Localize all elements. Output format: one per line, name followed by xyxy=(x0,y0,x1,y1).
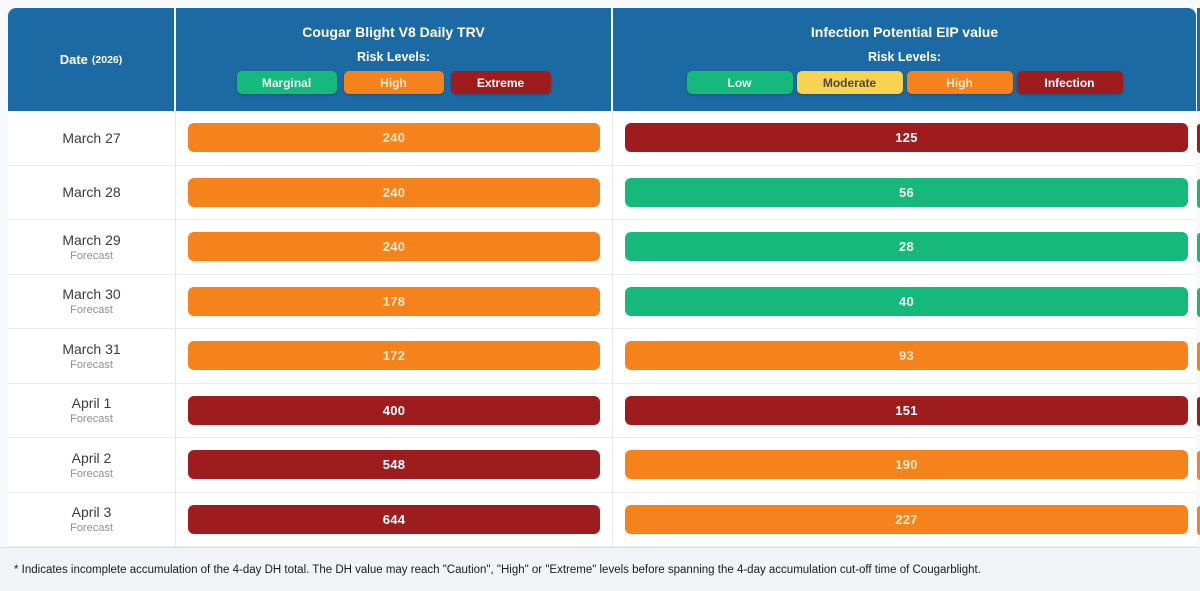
legend-chip-marginal: Marginal xyxy=(236,71,337,94)
eip-bar: 190 xyxy=(625,450,1188,480)
row-date: March 28 xyxy=(62,184,121,201)
table-row: March 30 Forecast 178 40 xyxy=(8,274,1196,329)
row-date: April 1 xyxy=(71,395,112,412)
trv-cell: 172 xyxy=(176,329,613,383)
trv-cell: 548 xyxy=(176,438,613,492)
table-row: April 2 Forecast 548 190 xyxy=(8,438,1196,493)
row-forecast-label: Forecast xyxy=(70,304,113,317)
eip-cell: 190 xyxy=(613,438,1196,492)
eip-bar: 56 xyxy=(625,177,1188,207)
legend-chip-moderate: Moderate xyxy=(796,71,903,94)
eip-cell: 227 xyxy=(613,493,1196,547)
cutoff-bar-sliver xyxy=(1197,287,1200,317)
date-cell: March 29 Forecast xyxy=(8,220,176,274)
date-cell: April 1 Forecast xyxy=(8,383,176,437)
table-header: Date (2026) Cougar Blight V8 Daily TRV R… xyxy=(8,8,1196,111)
cutoff-bar-sliver xyxy=(1197,233,1200,262)
eip-title: Infection Potential EIP value xyxy=(810,24,999,40)
legend-chip-high: High xyxy=(906,71,1013,94)
eip-bar: 28 xyxy=(625,232,1188,262)
table-row: March 29 Forecast 240 28 xyxy=(8,220,1196,275)
footnote-text: * Indicates incomplete accumulation of t… xyxy=(14,563,981,576)
cutoff-bar-sliver xyxy=(1197,124,1200,153)
legend-chip-low: Low xyxy=(686,71,793,94)
eip-cell: 125 xyxy=(613,111,1196,165)
eip-cell: 28 xyxy=(613,220,1196,274)
trv-title: Cougar Blight V8 Daily TRV xyxy=(302,24,485,40)
date-cell: March 30 Forecast xyxy=(8,274,176,328)
eip-bar: 227 xyxy=(625,504,1188,534)
eip-bar: 125 xyxy=(625,123,1188,153)
trv-legend: Marginal High Extreme xyxy=(236,71,551,94)
table-row: March 28 240 56 xyxy=(8,165,1196,220)
trv-bar: 644 xyxy=(188,504,600,534)
trv-column-header: Cougar Blight V8 Daily TRV Risk Levels: … xyxy=(176,8,613,111)
date-cell: March 27 xyxy=(8,111,176,165)
row-forecast-label: Forecast xyxy=(70,249,113,262)
cutoff-header-sliver xyxy=(1197,8,1200,111)
date-header-label: Date xyxy=(59,52,88,67)
row-forecast-label: Forecast xyxy=(70,358,113,371)
trv-bar: 240 xyxy=(188,177,600,207)
date-cell: March 28 xyxy=(8,165,176,219)
eip-column-header: Infection Potential EIP value Risk Level… xyxy=(613,8,1196,111)
row-forecast-label: Forecast xyxy=(70,467,113,480)
cutoff-bar-sliver xyxy=(1197,342,1200,371)
trv-bar: 548 xyxy=(188,450,600,480)
trv-cell: 644 xyxy=(176,492,613,546)
cutoff-bar-sliver xyxy=(1197,451,1200,480)
footnote-bar: * Indicates incomplete accumulation of t… xyxy=(0,547,1200,591)
row-date: March 30 xyxy=(62,286,121,303)
table-row: March 31 Forecast 172 93 xyxy=(8,329,1196,384)
date-cell: April 3 Forecast xyxy=(8,492,176,546)
trv-bar: 178 xyxy=(188,286,600,316)
trv-bar: 400 xyxy=(188,395,600,425)
eip-bar: 93 xyxy=(625,341,1188,371)
cutoff-bar-sliver xyxy=(1197,178,1200,208)
eip-bar: 151 xyxy=(625,395,1188,425)
legend-chip-infection: Infection xyxy=(1016,71,1123,94)
table-row: March 27 240 125 xyxy=(8,111,1196,166)
eip-cell: 151 xyxy=(613,384,1196,438)
trv-cell: 240 xyxy=(176,111,613,165)
cutoff-bar-sliver xyxy=(1197,396,1200,426)
trv-cell: 240 xyxy=(176,165,613,219)
eip-cell: 56 xyxy=(613,166,1196,220)
eip-cell: 93 xyxy=(613,329,1196,383)
date-column-header: Date (2026) xyxy=(8,8,176,111)
trv-bar: 172 xyxy=(188,341,600,371)
eip-legend: Low Moderate High Infection xyxy=(686,71,1123,94)
risk-table-card: Date (2026) Cougar Blight V8 Daily TRV R… xyxy=(8,8,1196,547)
date-header-year: (2026) xyxy=(91,53,123,66)
trv-bar: 240 xyxy=(188,123,600,153)
row-date: March 27 xyxy=(62,129,121,146)
row-date: April 3 xyxy=(71,504,112,521)
eip-risk-levels-label: Risk Levels: xyxy=(868,50,941,64)
trv-risk-levels-label: Risk Levels: xyxy=(357,50,430,64)
eip-cell: 40 xyxy=(613,275,1196,329)
row-date: March 29 xyxy=(62,231,121,248)
trv-cell: 400 xyxy=(176,383,613,437)
legend-chip-high: High xyxy=(343,71,444,94)
legend-chip-extreme: Extreme xyxy=(450,71,551,94)
row-forecast-label: Forecast xyxy=(70,522,113,535)
date-cell: March 31 Forecast xyxy=(8,329,176,383)
table-row: April 1 Forecast 400 151 xyxy=(8,383,1196,438)
trv-cell: 178 xyxy=(176,274,613,328)
date-cell: April 2 Forecast xyxy=(8,438,176,492)
table-row: April 3 Forecast 644 227 xyxy=(8,492,1196,547)
cutoff-bar-sliver xyxy=(1197,505,1200,535)
row-forecast-label: Forecast xyxy=(70,413,113,426)
row-date: March 31 xyxy=(62,340,121,357)
eip-bar: 40 xyxy=(625,286,1188,316)
table-body: March 27 240 125 March 28 240 56 March 2… xyxy=(8,111,1196,547)
row-date: April 2 xyxy=(71,449,112,466)
trv-cell: 240 xyxy=(176,220,613,274)
trv-bar: 240 xyxy=(188,232,600,262)
